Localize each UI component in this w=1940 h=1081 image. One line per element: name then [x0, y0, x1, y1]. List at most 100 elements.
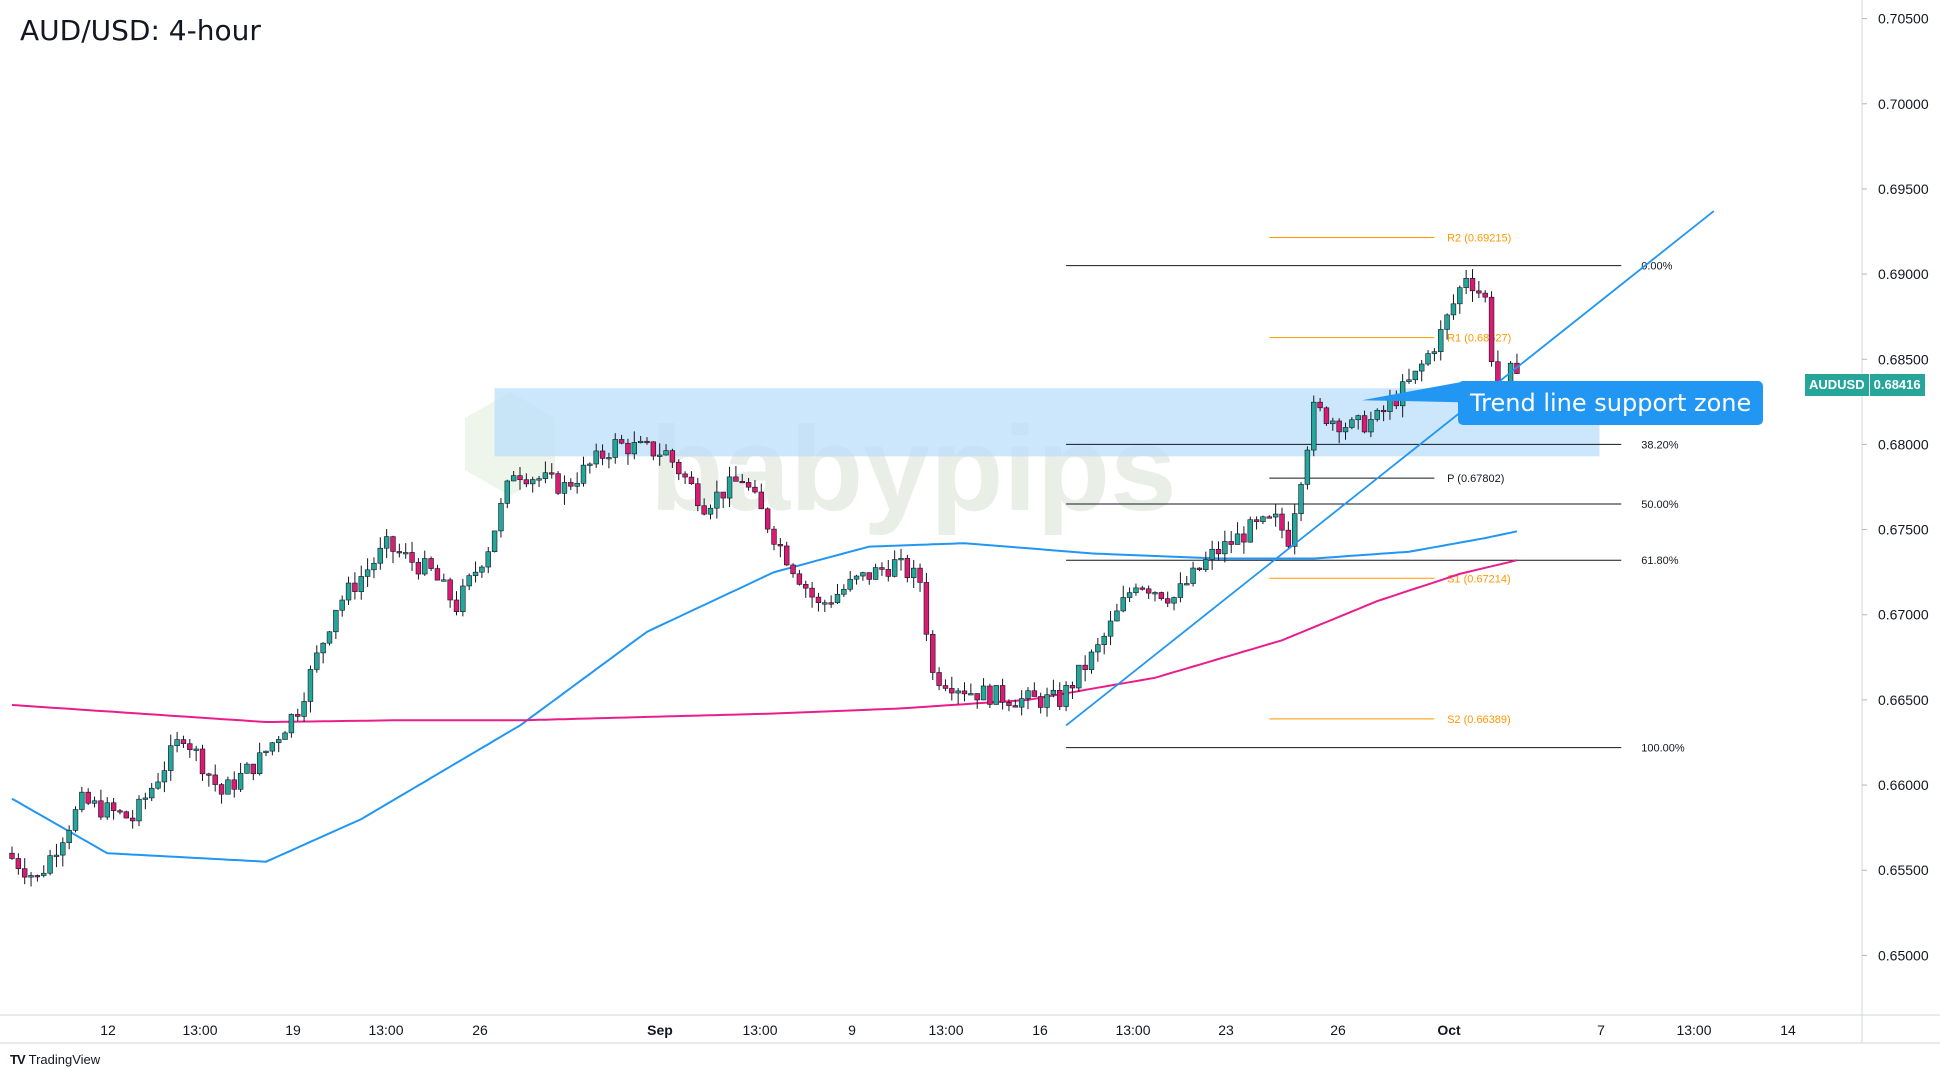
candle[interactable] [142, 797, 149, 800]
candle[interactable] [1196, 567, 1203, 570]
candle[interactable] [1406, 379, 1412, 382]
candle[interactable] [104, 802, 110, 818]
candle[interactable] [841, 588, 847, 595]
candle[interactable] [1387, 399, 1393, 412]
candle[interactable] [1076, 664, 1082, 689]
candle[interactable] [1330, 420, 1336, 425]
candle[interactable] [917, 567, 923, 583]
candle[interactable] [237, 772, 244, 790]
candle[interactable] [301, 701, 307, 717]
candle[interactable] [1323, 407, 1330, 425]
candle[interactable] [98, 800, 104, 818]
candle[interactable] [206, 773, 212, 776]
candle[interactable] [904, 558, 911, 579]
candle[interactable] [409, 552, 415, 563]
candle[interactable] [149, 787, 155, 799]
candle[interactable] [1292, 513, 1298, 547]
candle[interactable] [314, 652, 320, 670]
candle[interactable] [828, 602, 834, 605]
candle[interactable] [123, 811, 130, 819]
candle[interactable] [110, 802, 117, 811]
candle[interactable] [885, 569, 892, 577]
moving-average-0[interactable] [11, 530, 1518, 863]
candle[interactable] [656, 454, 663, 457]
candle[interactable] [1209, 548, 1215, 560]
candle[interactable] [1012, 705, 1019, 708]
candle[interactable] [180, 739, 187, 744]
candle[interactable] [936, 672, 942, 686]
candle[interactable] [1336, 420, 1342, 433]
candle[interactable] [898, 558, 904, 561]
candle[interactable] [1457, 287, 1463, 305]
candle[interactable] [1419, 363, 1425, 372]
candle[interactable] [472, 571, 479, 576]
candle[interactable] [288, 714, 295, 734]
candle[interactable] [1298, 484, 1304, 514]
candle[interactable] [396, 551, 403, 554]
candle[interactable] [333, 609, 339, 633]
candle[interactable] [593, 450, 599, 465]
candle[interactable] [587, 463, 593, 466]
candle[interactable] [955, 690, 961, 694]
candle[interactable] [1165, 598, 1171, 604]
candle[interactable] [415, 562, 422, 575]
candle[interactable] [155, 781, 161, 789]
candle[interactable] [345, 582, 352, 601]
candle[interactable] [872, 567, 879, 580]
candle[interactable] [504, 480, 510, 504]
candle[interactable] [193, 748, 199, 751]
candle[interactable] [212, 774, 218, 785]
candle[interactable] [479, 566, 485, 573]
candle[interactable] [625, 442, 631, 455]
candle[interactable] [491, 530, 498, 553]
candle[interactable] [320, 642, 326, 654]
candle[interactable] [803, 584, 809, 589]
candle[interactable] [676, 461, 682, 475]
candle[interactable] [1247, 519, 1253, 543]
candle[interactable] [815, 596, 822, 604]
candle[interactable] [1069, 685, 1076, 689]
candle[interactable] [771, 528, 777, 545]
candle[interactable] [949, 688, 955, 694]
candle[interactable] [1082, 664, 1088, 670]
candle[interactable] [1114, 610, 1120, 622]
candle[interactable] [422, 558, 428, 575]
candle[interactable] [60, 842, 66, 856]
candle[interactable] [942, 685, 949, 689]
candle[interactable] [923, 582, 930, 635]
candle[interactable] [739, 481, 745, 484]
candle[interactable] [980, 685, 987, 701]
candle[interactable] [282, 732, 288, 740]
candle[interactable] [1063, 685, 1069, 707]
candle[interactable] [168, 745, 174, 771]
candle[interactable] [498, 503, 504, 532]
candle[interactable] [1152, 592, 1158, 595]
candle[interactable] [631, 442, 638, 455]
candle[interactable] [187, 743, 193, 751]
candle[interactable] [910, 567, 917, 579]
candle[interactable] [85, 791, 91, 804]
candle[interactable] [218, 784, 225, 795]
candle[interactable] [663, 450, 669, 456]
candle[interactable] [231, 779, 237, 790]
candle[interactable] [1260, 516, 1266, 522]
candle[interactable] [714, 491, 720, 509]
candle[interactable] [1038, 696, 1044, 708]
candle[interactable] [1285, 529, 1292, 547]
candle[interactable] [1222, 541, 1228, 555]
candle[interactable] [1317, 401, 1323, 409]
candle[interactable] [891, 559, 898, 577]
candle[interactable] [1438, 329, 1444, 353]
candle[interactable] [352, 582, 358, 592]
candle[interactable] [682, 473, 688, 478]
candle[interactable] [1279, 513, 1285, 531]
candle[interactable] [1425, 353, 1431, 365]
candle[interactable] [453, 599, 460, 612]
candle[interactable] [1018, 698, 1025, 708]
candle[interactable] [961, 690, 968, 695]
candle[interactable] [1139, 587, 1146, 590]
candle[interactable] [606, 457, 612, 460]
candle[interactable] [15, 858, 22, 869]
